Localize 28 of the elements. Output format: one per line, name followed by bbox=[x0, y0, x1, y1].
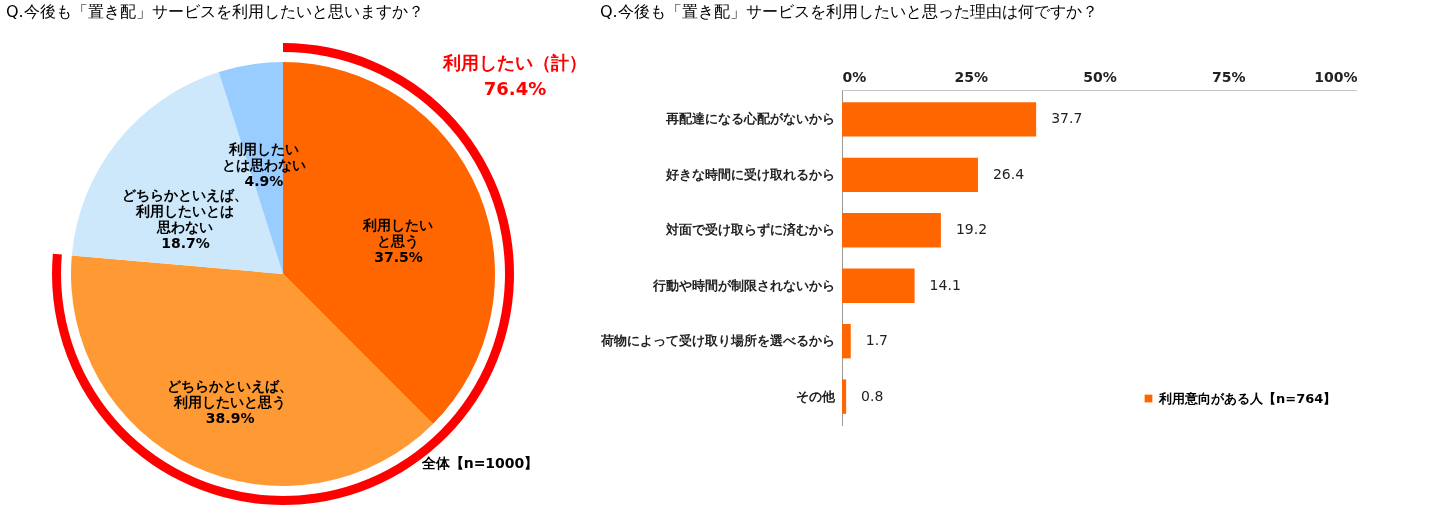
chart-title: Q.今後も「置き配」サービスを利用したいと思いますか？ bbox=[6, 2, 424, 21]
x-tick-label: 75% bbox=[1211, 68, 1246, 85]
x-tick-label: 25% bbox=[954, 68, 989, 85]
y-tick-label: 再配達になる心配がないから bbox=[664, 111, 835, 127]
x-tick-label: 50% bbox=[1083, 68, 1117, 85]
chart-title: Q.今後も「置き配」サービスを利用したいと思った理由は何ですか？ bbox=[600, 2, 1098, 21]
data-label: 38.9% bbox=[205, 410, 255, 427]
slice-label: どちらかといえば、利用したいと思う bbox=[167, 378, 294, 412]
data-label: 0.8 bbox=[861, 387, 884, 404]
x-tick-label: 100% bbox=[1314, 68, 1358, 85]
data-label: 18.7% bbox=[161, 234, 210, 251]
y-tick-label: 好きな時間に受け取れるから bbox=[664, 166, 835, 182]
y-tick-label: 荷物によって受け取り場所を選べるから bbox=[599, 333, 835, 349]
y-tick-label: 対面で受け取らずに済むから bbox=[664, 222, 835, 238]
text: 全体【n=1000】 bbox=[420, 455, 539, 471]
data-label: 1.7 bbox=[865, 332, 889, 349]
text: 76.4% bbox=[483, 78, 547, 99]
data-label: 19.2 bbox=[955, 221, 988, 238]
text: 利用したい（計） bbox=[442, 52, 587, 73]
data-label: 37.7 bbox=[1051, 110, 1083, 127]
y-tick-label: その他 bbox=[795, 388, 836, 404]
data-label: 37.5% bbox=[374, 249, 423, 266]
legend-label: 利用意向がある人【n=764】 bbox=[1158, 390, 1337, 406]
x-tick-label: 0% bbox=[842, 68, 867, 85]
data-label: 14.1 bbox=[929, 276, 961, 293]
slice-label: 利用したいと思う bbox=[362, 217, 434, 251]
data-label: 26.4 bbox=[992, 165, 1025, 182]
y-tick-label: 行動や時間が制限されないから bbox=[651, 277, 835, 293]
